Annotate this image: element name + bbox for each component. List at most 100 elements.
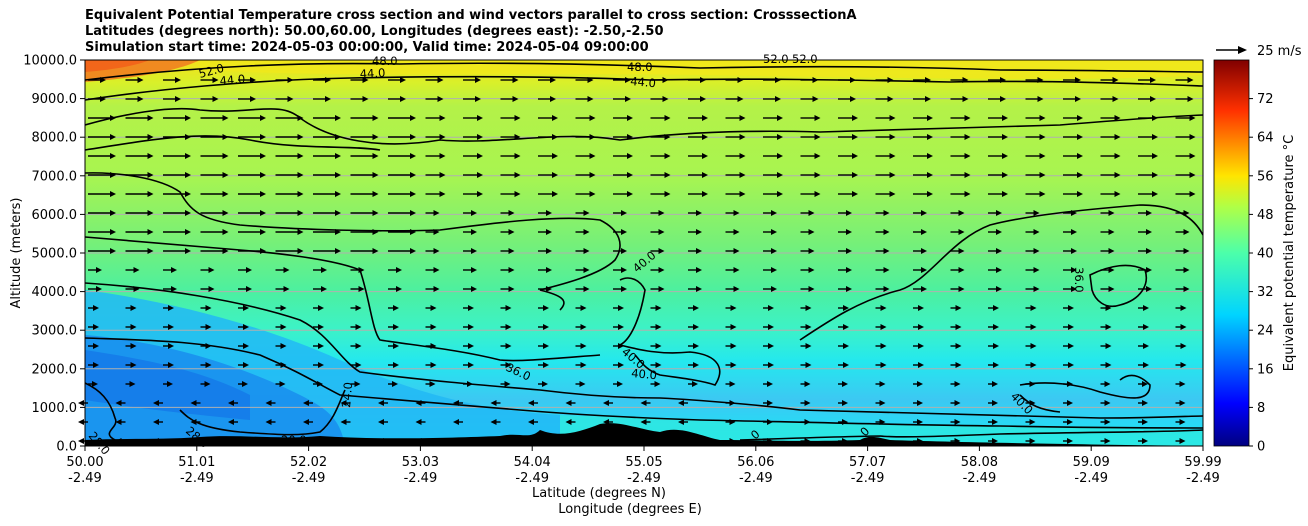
wind-vector-head [954,400,961,406]
chart-title: Equivalent Potential Temperature cross s… [85,8,857,56]
wind-vector-head [468,343,474,349]
wind-vector-head [260,172,266,178]
wind-vector-head [992,381,998,387]
wind-vector-head [185,153,191,159]
wind-vector-head [205,343,212,349]
wind-vector-head [1039,191,1046,197]
wind-vector-head [1143,343,1149,349]
wind-vector-head [580,305,587,311]
wind-vector-head [958,229,965,235]
wind-vector-head [222,153,229,159]
wind-vector-head [580,324,587,330]
wind-vector-head [768,343,774,349]
wind-vector-head [297,172,304,178]
wind-vector-head [962,96,969,102]
wind-vector-head [400,77,406,83]
wind-vector-head [1152,134,1158,140]
wind-vector-head [777,172,783,178]
wind-vector-head [621,210,627,216]
wind-vector-head [335,248,341,254]
colorbar-tick-label: 32 [1257,285,1274,300]
wind-vector-head [93,362,99,368]
wind-vector-head [808,210,815,216]
wind-vector-head [1143,362,1149,368]
wind-vector-head [1179,419,1186,425]
wind-vector-head [78,438,84,444]
wind-vector-head [514,153,521,159]
wind-vector-head [696,248,702,254]
wind-vector-head [852,115,858,121]
wind-vector-head [1180,305,1187,311]
wind-vector-head [804,381,811,387]
wind-vector-head [468,305,474,311]
wind-vector-head [372,172,379,178]
wind-vector-head [130,343,137,349]
wind-vector-head [205,324,212,330]
y-tick-label: 2000.0 [32,362,78,377]
wind-vector-head [185,115,191,121]
wind-vector-head [664,153,671,159]
wind-vector-head [812,96,819,102]
wind-vector-head [297,248,304,254]
x-tick-label-lat: 52.02 [290,455,327,470]
x-tick-label-lat: 55.05 [625,455,662,470]
warm-top-left-core [85,60,150,72]
wind-vector-head [880,343,887,349]
wind-vector-head [110,248,116,254]
wind-vector-head [514,191,521,197]
wind-vector-head [453,400,459,406]
wind-vector-head [552,191,558,197]
wind-vector-head [1000,96,1006,102]
wind-vector-head [771,210,777,216]
wind-vector-head [842,381,848,387]
wind-vector-head [843,324,849,330]
wind-vector-head [842,400,848,406]
wind-vector-head [505,324,512,330]
wind-vector-head [110,153,116,159]
wind-vector-head [1183,286,1190,292]
wind-vector-head [917,438,923,444]
colorbar-tick-label: 40 [1257,247,1274,262]
wind-vector-head [1039,153,1046,159]
wind-vector-head [696,229,702,235]
x-tick-label-lon: -2.49 [292,471,326,486]
wind-vector-head [410,153,416,159]
wind-vector-head [565,419,572,425]
wind-vector-head [767,400,773,406]
wind-vector-head [700,96,706,102]
wind-vector-head [814,115,821,121]
wind-vector-head [992,400,998,406]
wind-vector-head [318,362,324,368]
wind-vector-head [730,324,737,330]
wind-vector-head [468,362,474,368]
wind-vector-head [1143,324,1149,330]
wind-vector-head [655,324,662,330]
wind-vector-head [1105,343,1112,349]
contour-lines [85,62,1203,441]
wind-vector-head [222,210,229,216]
wind-vector-head [147,248,154,254]
wind-vector-head [583,267,590,273]
wind-vector-head [618,305,624,311]
wind-vector-head [1108,248,1115,254]
wind-vector-head [589,115,596,121]
x-tick-label-lon: -2.49 [404,471,438,486]
wind-vector-head [771,267,777,273]
wind-vector-head [954,419,961,425]
wind-vector-head [372,191,379,197]
wind-vector-head [843,362,849,368]
wind-vector-head [658,229,665,235]
wind-vector-head [739,153,746,159]
wind-vector-head [335,115,341,121]
wind-vector-head [925,77,931,83]
wind-vector-head [168,362,174,368]
wind-vector-head [927,191,933,197]
wind-vector-head [1068,305,1074,311]
wind-vector-head [993,305,999,311]
wind-vector-head [814,172,821,178]
colorbar-tick-label: 0 [1257,440,1265,455]
wind-vector-head [393,362,399,368]
wind-vector-head [1150,96,1156,102]
wind-vector-head [804,419,811,425]
